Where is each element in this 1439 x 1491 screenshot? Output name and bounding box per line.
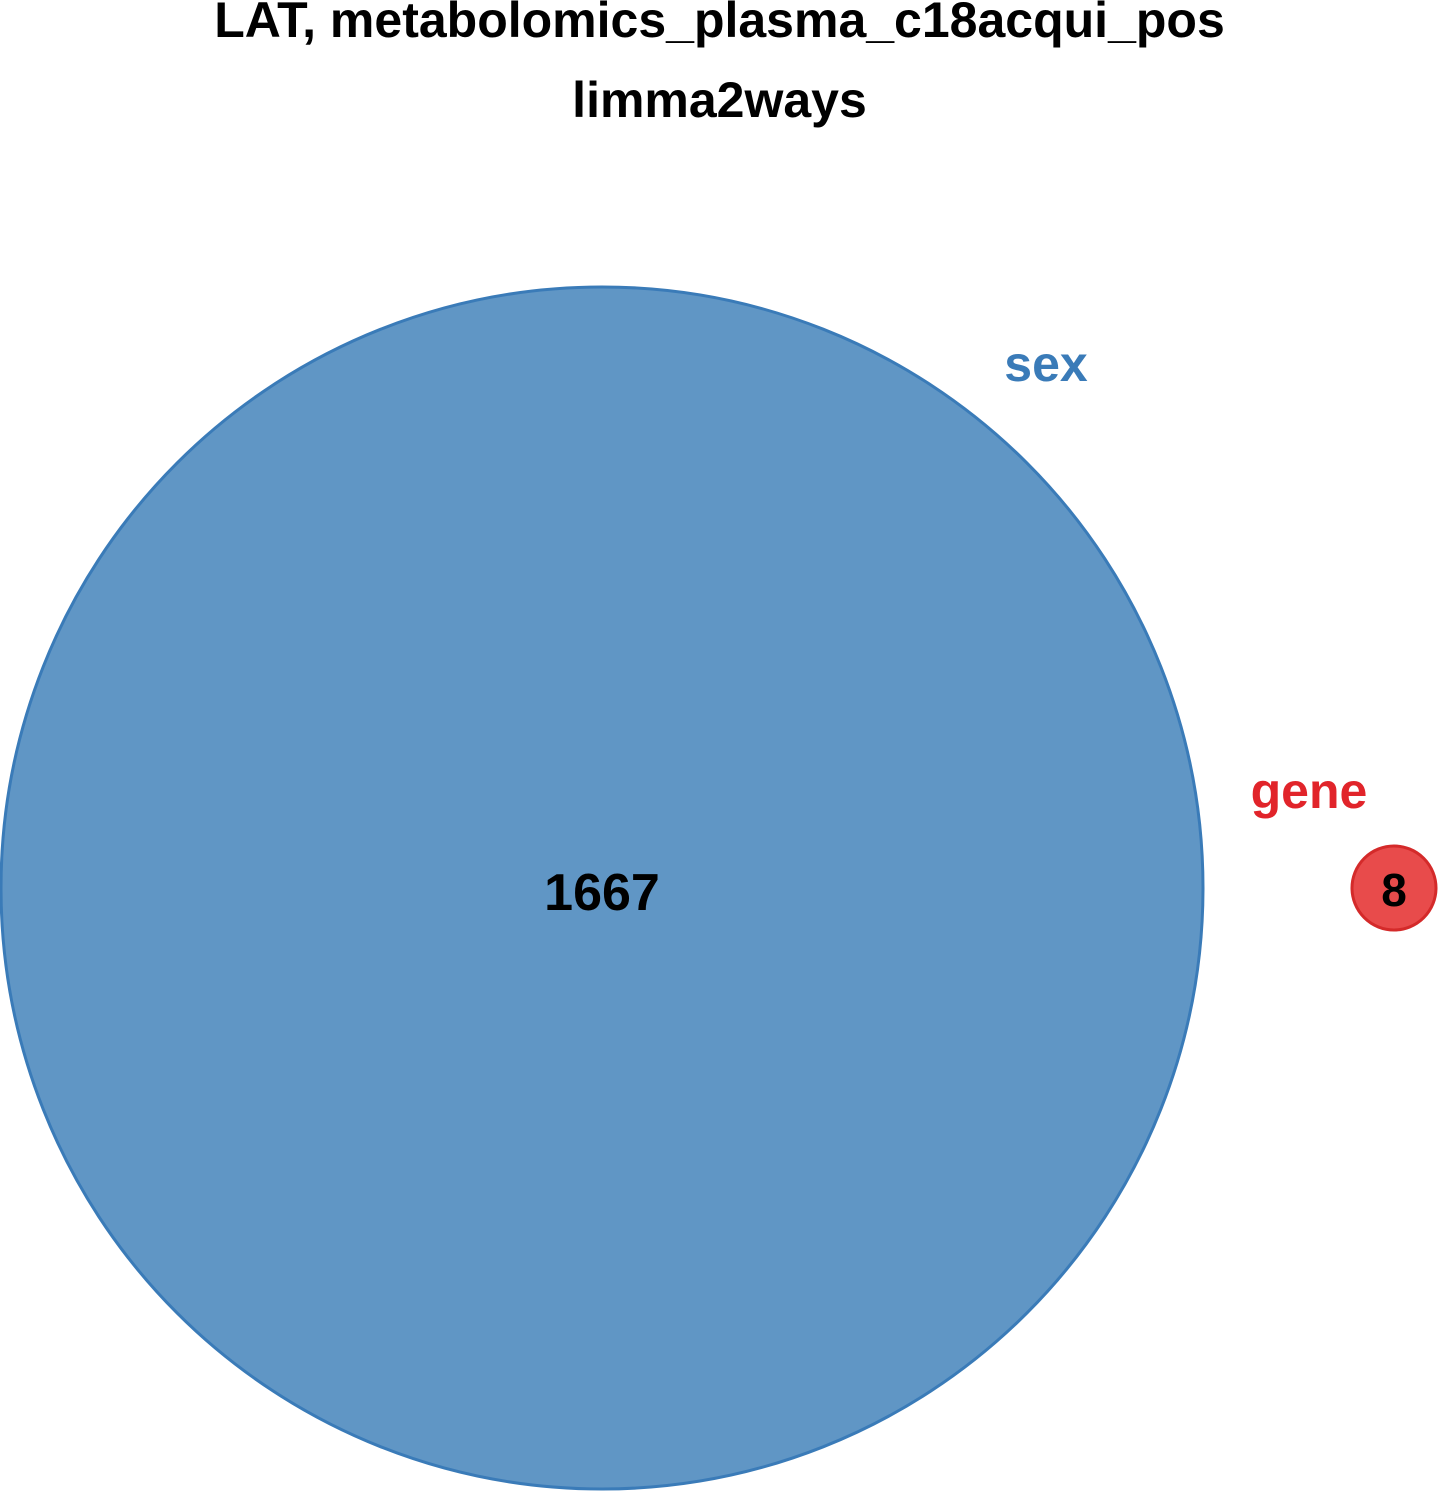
venn-set-label-sex: sex: [1004, 336, 1088, 392]
venn-set-label-gene: gene: [1251, 763, 1368, 819]
venn-circle-gene: [1350, 844, 1438, 932]
chart-title-line-2: limma2ways: [572, 72, 867, 128]
venn-count-sex: 1667: [544, 864, 660, 922]
venn-count-gene: 8: [1381, 864, 1407, 916]
chart-title-line-1: LAT, metabolomics_plasma_c18acqui_pos: [214, 0, 1225, 48]
venn-circle-sex: [0, 285, 1205, 1491]
